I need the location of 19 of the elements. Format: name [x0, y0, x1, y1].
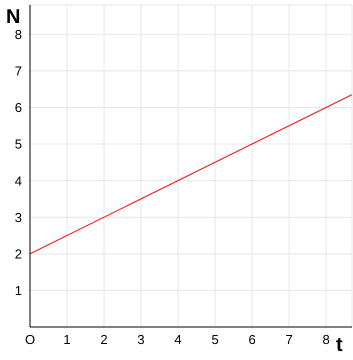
x-tick-label: 2 — [100, 332, 108, 348]
x-tick-label: 6 — [248, 332, 256, 348]
y-tick-label: 6 — [14, 100, 22, 116]
y-tick-label: 4 — [14, 173, 22, 188]
y-axis-title: N — [6, 6, 20, 29]
x-tick-label: 8 — [322, 332, 330, 348]
y-tick-label: 8 — [14, 26, 22, 42]
x-tick-label: 7 — [285, 332, 293, 348]
x-tick-label: O — [24, 332, 36, 348]
x-tick-label: 4 — [174, 332, 182, 348]
x-tick-label: 3 — [137, 332, 145, 348]
y-tick-label: 3 — [14, 210, 22, 225]
y-tick-label: 7 — [14, 63, 22, 78]
y-tick-label: 2 — [14, 246, 22, 262]
x-axis-title: t — [336, 334, 343, 357]
x-tick-label: 5 — [211, 332, 219, 348]
y-tick-label: 5 — [14, 136, 22, 152]
x-tick-label: 1 — [63, 332, 71, 348]
y-tick-label: 1 — [14, 283, 22, 298]
